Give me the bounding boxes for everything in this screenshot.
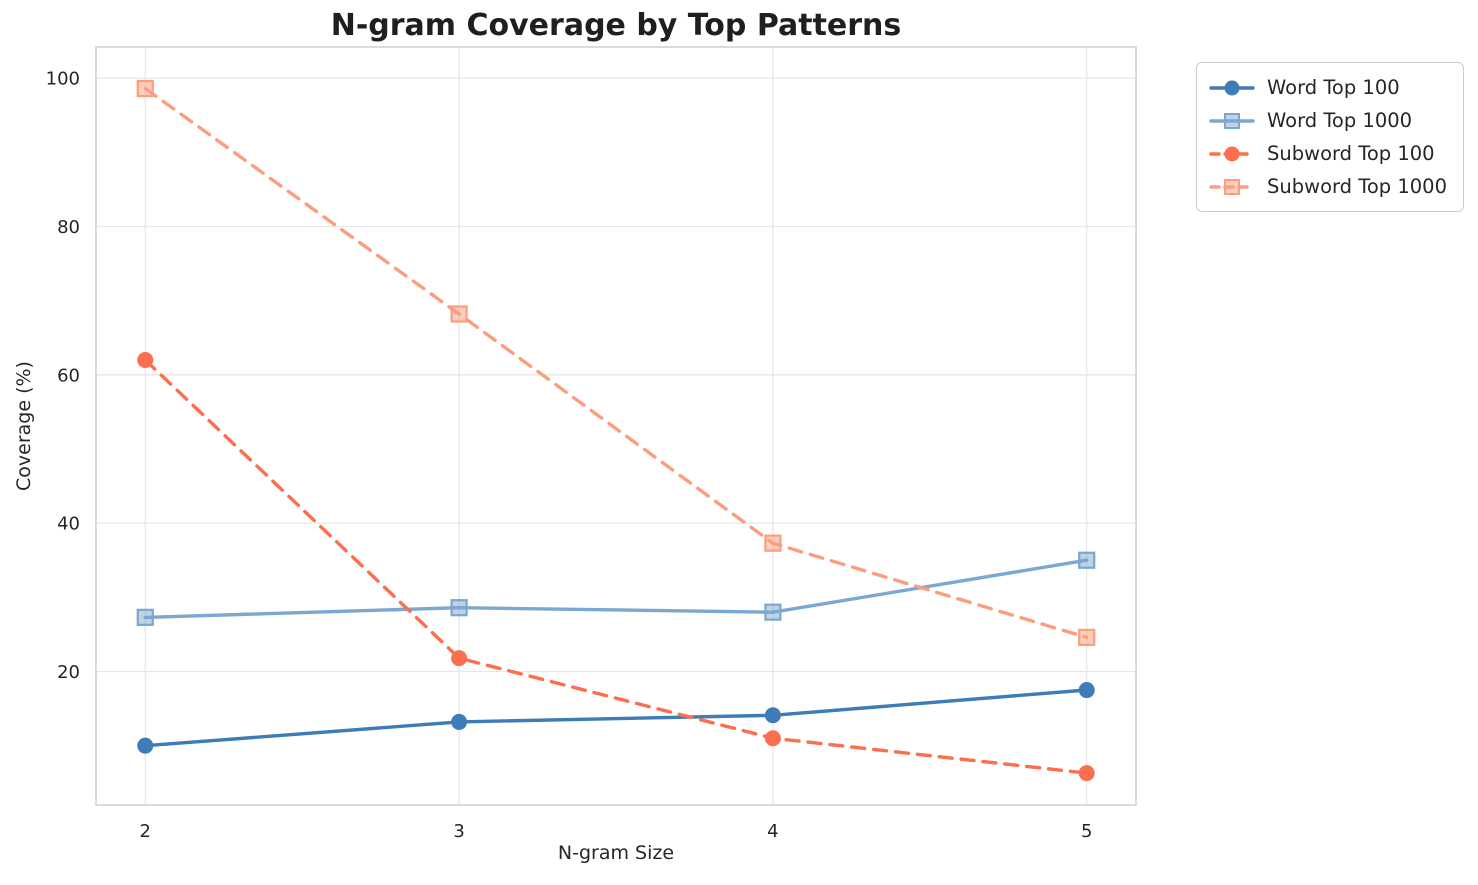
x-axis-label: N-gram Size bbox=[557, 842, 675, 864]
marker-subword-top-1000-x3 bbox=[450, 305, 468, 323]
legend-marker-sample bbox=[1224, 112, 1240, 129]
y-tick-label-60: 60 bbox=[57, 365, 80, 386]
legend-square-swatch-word-top-1000 bbox=[1209, 112, 1255, 129]
legend-label: Word Top 1000 bbox=[1267, 109, 1413, 132]
legend-marker-sample bbox=[1224, 146, 1240, 161]
marker-subword-top-100-x2 bbox=[137, 351, 154, 368]
marker-subword-top-1000-x4 bbox=[764, 534, 782, 552]
marker-subword-top-100-x3 bbox=[451, 650, 468, 667]
legend-item-word-top-1000: Word Top 1000 bbox=[1209, 106, 1447, 135]
x-tick-label-5: 5 bbox=[1081, 821, 1092, 842]
marker-word-top-1000-x4 bbox=[764, 603, 782, 621]
series-line-word-top-1000 bbox=[143, 558, 1089, 620]
series-line-word-top-100 bbox=[143, 688, 1089, 748]
marker-word-top-1000-x5 bbox=[1078, 551, 1096, 569]
y-tick-label-40: 40 bbox=[57, 514, 80, 535]
legend-label: Subword Top 100 bbox=[1267, 142, 1435, 165]
chart-title: N-gram Coverage by Top Patterns bbox=[330, 8, 902, 43]
legend-square-swatch-subword-top-1000 bbox=[1209, 178, 1255, 195]
y-tick-label-80: 80 bbox=[57, 217, 80, 238]
marker-subword-top-1000-x5 bbox=[1078, 628, 1096, 646]
y-tick-label-20: 20 bbox=[57, 662, 80, 683]
legend-label: Word Top 100 bbox=[1267, 76, 1400, 99]
series-line-subword-top-1000 bbox=[143, 86, 1089, 640]
legend-item-subword-top-1000: Subword Top 1000 bbox=[1209, 172, 1447, 201]
marker-word-top-100-x3 bbox=[451, 713, 468, 730]
legend: Word Top 100 Word Top 1000 Subword Top 100… bbox=[1196, 62, 1464, 212]
series-line-subword-top-100 bbox=[143, 358, 1089, 775]
marker-subword-top-100-x4 bbox=[764, 730, 781, 747]
legend-circle-swatch-subword-top-100 bbox=[1209, 146, 1255, 161]
marker-subword-top-1000-x2 bbox=[136, 79, 154, 98]
marker-word-top-100-x2 bbox=[137, 737, 154, 754]
marker-word-top-1000-x2 bbox=[136, 608, 154, 626]
legend-item-subword-top-100: Subword Top 100 bbox=[1209, 139, 1447, 168]
legend-marker-sample bbox=[1224, 178, 1240, 195]
y-axis-label: Coverage (%) bbox=[13, 361, 35, 491]
x-tick-label-3: 3 bbox=[453, 821, 464, 842]
x-tick-label-4: 4 bbox=[767, 821, 778, 842]
marker-word-top-100-x4 bbox=[764, 707, 781, 724]
plot-border bbox=[95, 46, 1137, 806]
x-tick-label-2: 2 bbox=[140, 821, 151, 842]
marker-word-top-100-x5 bbox=[1078, 682, 1095, 699]
y-tick-label-100: 100 bbox=[46, 69, 80, 90]
legend-circle-swatch-word-top-100 bbox=[1209, 80, 1255, 95]
marker-subword-top-100-x5 bbox=[1078, 765, 1095, 782]
legend-marker-sample bbox=[1224, 80, 1240, 95]
legend-item-word-top-100: Word Top 100 bbox=[1209, 73, 1447, 102]
legend-label: Subword Top 1000 bbox=[1267, 175, 1447, 198]
marker-word-top-1000-x3 bbox=[450, 599, 468, 617]
